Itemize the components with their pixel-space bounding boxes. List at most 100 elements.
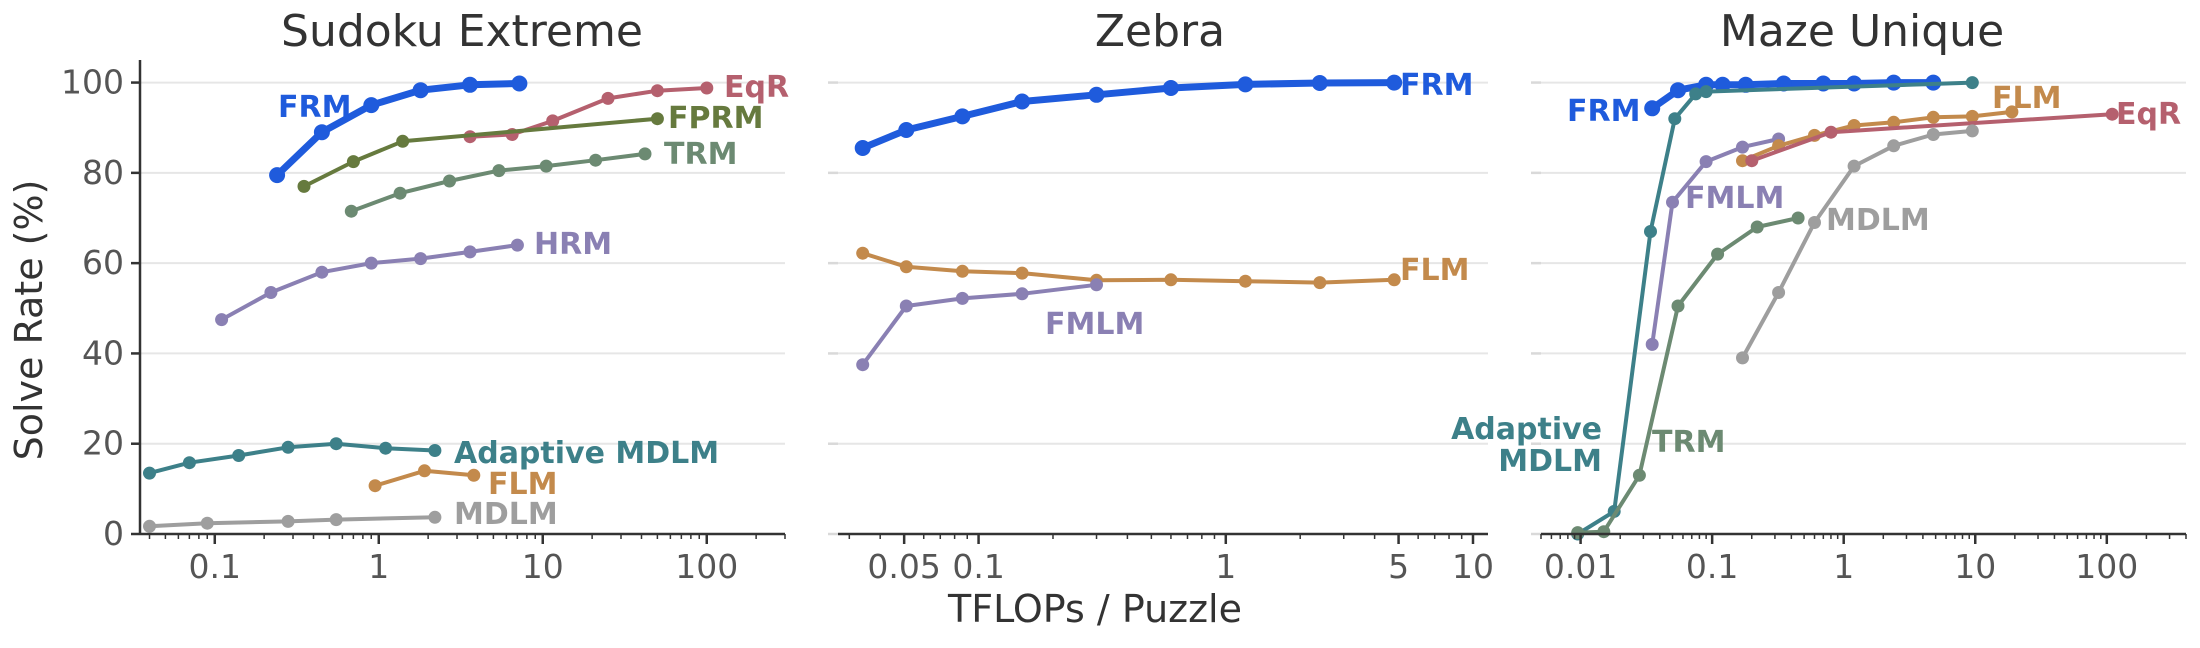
series-label-frm: FRM xyxy=(1400,68,1473,103)
data-point-flm xyxy=(2005,105,2019,119)
data-point-hrm xyxy=(510,238,524,252)
data-point-fmlm xyxy=(1699,155,1713,169)
data-point-trm xyxy=(1597,525,1611,539)
data-point-eqr xyxy=(546,114,560,128)
series-line-flm xyxy=(860,251,1397,285)
data-point-adaptive-mdlm xyxy=(1644,225,1657,238)
panel-maze-unique: Maze Unique 0.01 0.1 1 10 100 FRM FLM EqR FM… xyxy=(1451,6,2187,586)
data-point-flm xyxy=(1736,154,1749,168)
data-point-frm xyxy=(1311,75,1328,91)
data-point-flm xyxy=(1015,266,1029,280)
data-point-mdlm xyxy=(428,510,442,524)
x-tick-label: 0.05 xyxy=(867,547,940,586)
data-point-fmlm xyxy=(1666,195,1679,209)
data-point-mdlm xyxy=(329,513,343,527)
x-tick-label: 1 xyxy=(368,547,389,586)
data-point-fmlm xyxy=(899,299,913,313)
x-tick-label: 10 xyxy=(1954,547,1996,586)
data-point-trm xyxy=(589,153,603,167)
series-line-trm xyxy=(1575,216,1801,535)
y-tick-label: 60 xyxy=(82,243,124,282)
data-point-adaptive-mdlm xyxy=(1965,76,1979,90)
series-layer xyxy=(143,75,714,533)
data-point-adaptive-mdlm xyxy=(1699,85,1713,99)
data-point-adaptive-mdlm xyxy=(1668,112,1682,126)
panel-title: Zebra xyxy=(1095,6,1225,57)
data-point-flm xyxy=(955,264,969,278)
data-point-flm xyxy=(856,246,870,260)
series-line-frm xyxy=(273,80,523,179)
data-point-frm xyxy=(1014,93,1031,110)
data-point-fmlm xyxy=(1736,140,1749,154)
data-point-frm xyxy=(1237,76,1254,93)
data-point-adaptive-mdlm xyxy=(182,456,196,470)
panel-zebra: Zebra 0.05 0.1 1 5 10 FRM FLM FMLM xyxy=(828,6,1494,586)
x-tick-label: 100 xyxy=(675,547,738,586)
data-point-flm xyxy=(1238,274,1252,288)
data-point-fmlm xyxy=(856,358,870,372)
data-point-fmlm xyxy=(1015,287,1029,301)
data-point-mdlm xyxy=(143,519,156,533)
data-point-eqr xyxy=(601,91,615,105)
y-tick-label: 100 xyxy=(61,63,124,102)
data-point-adaptive-mdlm xyxy=(379,441,393,455)
data-point-mdlm xyxy=(1808,216,1821,229)
data-point-frm xyxy=(1670,82,1686,99)
series-label-adaptive: Adaptive xyxy=(1451,412,1602,447)
y-axis-label: Solve Rate (%) xyxy=(7,180,51,461)
data-point-frm xyxy=(462,76,478,93)
data-point-flm xyxy=(418,464,431,478)
y-tick-label: 20 xyxy=(82,424,124,463)
data-point-trm xyxy=(1711,247,1725,261)
data-point-trm xyxy=(443,174,456,188)
series-layer xyxy=(1571,74,2119,541)
data-point-trm xyxy=(393,186,407,200)
data-point-eqr xyxy=(1824,125,1838,139)
data-point-fprm xyxy=(297,179,311,193)
series-line-eqr xyxy=(468,86,709,139)
data-point-frm xyxy=(898,122,915,138)
data-point-flm xyxy=(467,468,481,482)
data-point-frm xyxy=(854,140,871,156)
series-label-frm: FRM xyxy=(278,90,351,125)
x-tick-label: 100 xyxy=(2075,547,2138,586)
data-point-flm xyxy=(1965,109,1979,123)
data-point-adaptive-mdlm xyxy=(143,466,156,480)
data-point-trm xyxy=(539,159,553,173)
data-point-hrm xyxy=(414,252,428,266)
series-label-flm: FLM xyxy=(1400,253,1469,288)
data-point-mdlm xyxy=(281,514,295,528)
data-point-mdlm xyxy=(1847,159,1861,173)
series-labels: FRM FLM EqR FMLM MDLM Adaptive MDLM TRM xyxy=(1451,81,2181,479)
data-point-flm xyxy=(1313,276,1327,290)
x-tick-label: 1 xyxy=(1833,547,1854,586)
panel-sudoku-extreme: Sudoku Extreme 0 20 40 60 80 100 0.1 1 10 100 FRM… xyxy=(61,6,789,586)
data-point-trm xyxy=(492,164,506,178)
data-point-trm xyxy=(344,204,358,218)
y-tick-label: 40 xyxy=(82,333,124,372)
data-point-flm xyxy=(1926,110,1940,124)
data-point-fprm xyxy=(650,112,664,126)
x-tick-label: 5 xyxy=(1388,547,1409,586)
x-tick-label: 10 xyxy=(522,547,564,586)
data-point-mdlm xyxy=(1965,124,1979,138)
data-point-frm xyxy=(1088,86,1105,103)
x-tick-label: 0.1 xyxy=(952,547,1004,586)
series-label-flm: FLM xyxy=(488,467,557,502)
data-point-trm xyxy=(1571,526,1585,540)
data-point-eqr xyxy=(2105,107,2119,121)
series-label-fprm: FPRM xyxy=(668,101,763,136)
data-point-frm xyxy=(1644,100,1661,117)
data-point-mdlm xyxy=(1926,128,1940,141)
data-point-frm xyxy=(1714,76,1731,93)
series-layer xyxy=(854,74,1403,372)
series-label-flm: FLM xyxy=(1992,81,2061,116)
series-label-fmlm: FMLM xyxy=(1045,307,1144,342)
data-point-mdlm xyxy=(1736,351,1749,365)
y-tick-label: 80 xyxy=(82,153,124,192)
data-point-trm xyxy=(1671,299,1685,313)
data-point-frm xyxy=(954,108,971,125)
panel-title: Sudoku Extreme xyxy=(281,6,643,57)
series-label-eqr: EqR xyxy=(2116,97,2181,132)
